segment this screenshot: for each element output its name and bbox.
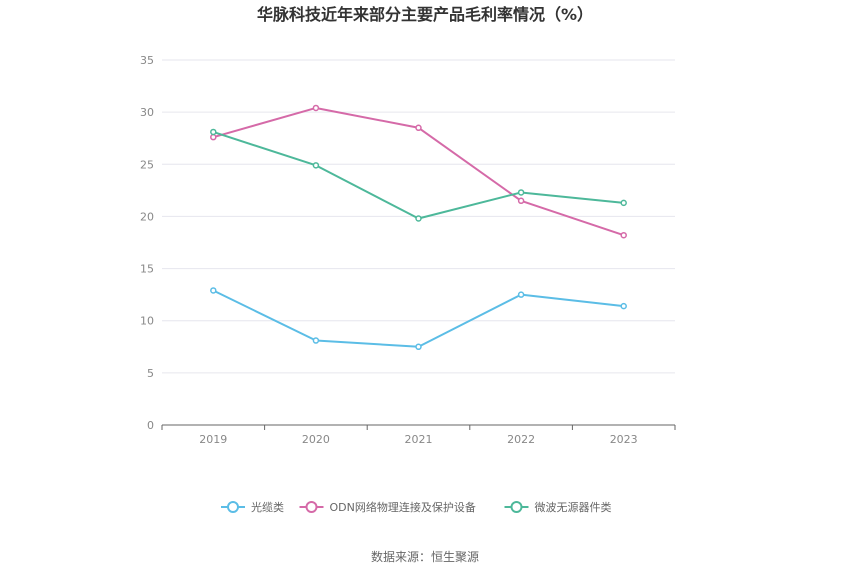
series-group [210,104,627,351]
data-point [210,128,217,136]
series-line-1 [212,289,624,348]
data-point [312,162,320,169]
x-tick-label: 2023 [610,433,638,446]
data-point [517,197,525,205]
data-point [415,215,422,222]
legend[interactable]: 光缆类 ODN网络物理连接及保护设备 微波无源器件类 [221,500,612,514]
y-tick-label: 30 [140,106,154,119]
y-tick-label: 5 [147,367,154,380]
data-point [620,302,627,310]
axes: 0 5 10 15 20 25 30 35 2019 2020 2021 2022 2023 [140,54,676,446]
data-point [415,343,422,351]
x-tick-label: 2019 [199,433,227,446]
data-point [517,291,525,298]
x-tick-label: 2021 [405,433,433,446]
y-tick-label: 0 [147,419,154,432]
grid [162,59,675,374]
x-tick-label: 2020 [302,433,330,446]
legend-marker-icon [510,501,523,513]
y-tick-label: 35 [140,54,154,67]
legend-item-1[interactable]: 光缆类 [221,500,284,514]
data-point [415,124,422,132]
data-point [620,231,627,239]
legend-marker-icon [227,501,239,513]
data-point [517,189,525,196]
data-point [210,133,217,141]
data-point [210,287,217,294]
y-tick-label: 10 [140,315,154,328]
legend-label: 微波无源器件类 [535,500,612,514]
y-tick-label: 15 [140,263,154,276]
source-text: 数据来源：恒生聚源 [371,549,479,564]
legend-item-3[interactable]: 微波无源器件类 [504,500,612,514]
legend-marker-icon [305,501,318,513]
legend-label: ODN网络物理连接及保护设备 [330,500,476,514]
legend-item-2[interactable]: ODN网络物理连接及保护设备 [299,500,476,514]
legend-label: 光缆类 [251,500,284,514]
data-point [620,199,627,207]
chart-title: 华脉科技近年来部分主要产品毛利率情况（%） [257,5,593,24]
series-line-3 [212,131,624,220]
data-point [312,104,320,112]
y-tick-label: 20 [140,210,154,223]
data-point [312,337,320,344]
x-tick-label: 2022 [507,433,535,446]
y-tick-label: 25 [140,158,154,171]
